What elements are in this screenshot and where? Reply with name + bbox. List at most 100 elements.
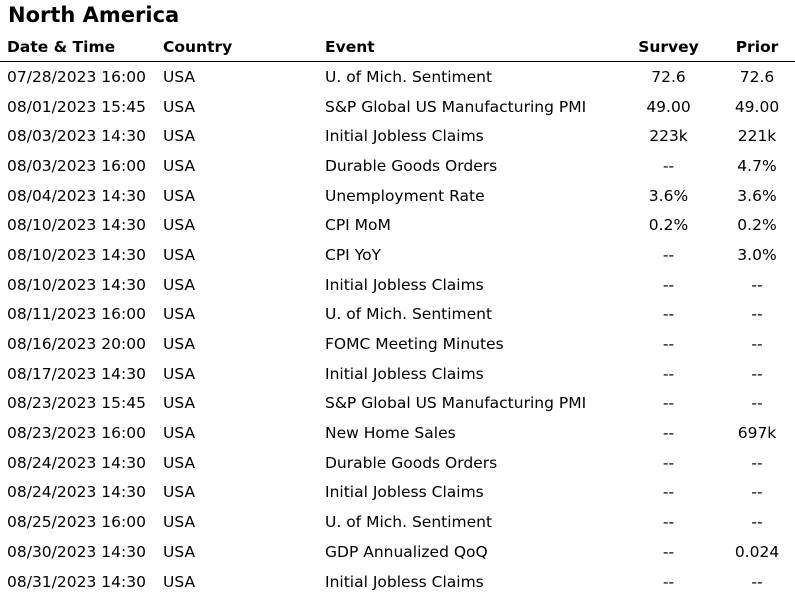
cell-event: S&P Global US Manufacturing PMI xyxy=(325,394,587,413)
table-row: 08/01/2023 15:45 USA S&P Global US Manufac… xyxy=(0,92,795,122)
cell-event: U. of Mich. Sentiment xyxy=(325,513,493,532)
cell-country: USA xyxy=(163,394,196,413)
cell-prior: -- xyxy=(751,335,763,354)
table-row: 08/03/2023 14:30 USA Initial Jobless Claim… xyxy=(0,121,795,151)
table-row: 08/25/2023 16:00 USA U. of Mich. Sentiment… xyxy=(0,507,795,537)
cell-date: 08/10/2023 14:30 xyxy=(7,275,146,294)
cell-event: Durable Goods Orders xyxy=(325,453,498,472)
cell-survey: -- xyxy=(662,483,675,502)
column-header-prior: Prior xyxy=(719,33,795,62)
cell-event: Initial Jobless Claims xyxy=(325,572,484,591)
cell-date: 08/23/2023 16:00 xyxy=(7,424,146,443)
cell-survey: 0.2% xyxy=(648,216,689,235)
column-header-event: Event xyxy=(325,33,618,62)
page-title: North America xyxy=(8,3,180,27)
cell-survey: -- xyxy=(662,275,675,294)
cell-date: 08/10/2023 14:30 xyxy=(7,216,146,235)
cell-country: USA xyxy=(163,67,196,86)
table-header: Date & Time Country Event Survey Prior xyxy=(0,33,795,62)
cell-date: 08/31/2023 14:30 xyxy=(7,572,146,591)
cell-survey: -- xyxy=(662,542,675,561)
cell-country: USA xyxy=(163,542,196,561)
cell-country: USA xyxy=(163,572,196,591)
cell-event: U. of Mich. Sentiment xyxy=(325,305,493,324)
cell-date: 08/17/2023 14:30 xyxy=(7,364,146,383)
cell-country: USA xyxy=(163,156,196,175)
cell-event: New Home Sales xyxy=(325,424,456,443)
economic-calendar-table: Date & Time Country Event Survey Prior 0… xyxy=(0,33,795,596)
table-body: 07/28/2023 16:00 USA U. of Mich. Sentiment… xyxy=(0,62,795,597)
table-row: 08/10/2023 14:30 USA CPI YoY -- 3.0% xyxy=(0,240,795,270)
cell-prior: 697k xyxy=(737,424,777,443)
table-row: 08/30/2023 14:30 USA GDP Annualized QoQ -- 0… xyxy=(0,537,795,567)
cell-event: Durable Goods Orders xyxy=(325,156,498,175)
cell-survey: -- xyxy=(662,305,675,324)
cell-date: 08/03/2023 14:30 xyxy=(7,127,146,146)
cell-event: Unemployment Rate xyxy=(325,186,485,205)
cell-prior: -- xyxy=(751,513,763,532)
cell-prior: 221k xyxy=(737,127,777,146)
cell-survey: -- xyxy=(662,394,675,413)
cell-survey: -- xyxy=(662,335,675,354)
cell-survey: -- xyxy=(662,453,675,472)
cell-country: USA xyxy=(163,305,196,324)
cell-country: USA xyxy=(163,127,196,146)
cell-date: 08/04/2023 14:30 xyxy=(7,186,146,205)
cell-country: USA xyxy=(163,186,196,205)
cell-event: U. of Mich. Sentiment xyxy=(325,67,493,86)
cell-survey: -- xyxy=(662,156,675,175)
cell-prior: -- xyxy=(751,364,763,383)
cell-prior: 4.7% xyxy=(737,156,777,175)
cell-survey: -- xyxy=(662,245,675,264)
cell-date: 08/03/2023 16:00 xyxy=(7,156,146,175)
cell-event: S&P Global US Manufacturing PMI xyxy=(325,97,587,116)
cell-survey: -- xyxy=(662,364,675,383)
cell-prior: -- xyxy=(751,275,763,294)
cell-event: Initial Jobless Claims xyxy=(325,275,484,294)
cell-event: Initial Jobless Claims xyxy=(325,127,484,146)
cell-prior: 49.00 xyxy=(734,97,780,116)
cell-date: 08/01/2023 15:45 xyxy=(7,97,146,116)
cell-survey: -- xyxy=(662,513,675,532)
table-row: 08/03/2023 16:00 USA Durable Goods Orders -… xyxy=(0,151,795,181)
cell-event: CPI MoM xyxy=(325,216,391,235)
table-row: 08/23/2023 15:45 USA S&P Global US Manufac… xyxy=(0,389,795,419)
cell-country: USA xyxy=(163,513,196,532)
cell-date: 08/25/2023 16:00 xyxy=(7,513,146,532)
cell-prior: 3.0% xyxy=(737,245,777,264)
table-row: 08/24/2023 14:30 USA Durable Goods Orders -… xyxy=(0,448,795,478)
column-header-date: Date & Time xyxy=(0,33,163,62)
table-row: 08/16/2023 20:00 USA FOMC Meeting Minutes -… xyxy=(0,329,795,359)
cell-prior: -- xyxy=(751,483,763,502)
cell-prior: -- xyxy=(751,305,763,324)
cell-date: 08/11/2023 16:00 xyxy=(7,305,146,324)
cell-event: GDP Annualized QoQ xyxy=(325,542,488,561)
cell-country: USA xyxy=(163,483,196,502)
table-row: 08/24/2023 14:30 USA Initial Jobless Claim… xyxy=(0,478,795,508)
table-row: 08/11/2023 16:00 USA U. of Mich. Sentiment… xyxy=(0,300,795,330)
cell-prior: 0.024 xyxy=(734,542,780,561)
cell-prior: 0.2% xyxy=(737,216,777,235)
table-row: 08/10/2023 14:30 USA Initial Jobless Claim… xyxy=(0,270,795,300)
cell-country: USA xyxy=(163,275,196,294)
cell-event: FOMC Meeting Minutes xyxy=(325,335,504,354)
cell-date: 08/23/2023 15:45 xyxy=(7,394,146,413)
column-header-survey: Survey xyxy=(618,33,719,62)
table-row: 08/23/2023 16:00 USA New Home Sales -- 697k xyxy=(0,418,795,448)
table-row: 08/31/2023 14:30 USA Initial Jobless Claim… xyxy=(0,567,795,597)
cell-date: 07/28/2023 16:00 xyxy=(7,67,146,86)
cell-date: 08/16/2023 20:00 xyxy=(7,335,146,354)
cell-date: 08/10/2023 14:30 xyxy=(7,245,146,264)
table-row: 07/28/2023 16:00 USA U. of Mich. Sentiment… xyxy=(0,62,795,92)
cell-survey: -- xyxy=(662,572,675,591)
cell-survey: 223k xyxy=(649,127,688,146)
cell-prior: 72.6 xyxy=(739,67,775,86)
cell-survey: 49.00 xyxy=(646,97,691,116)
cell-country: USA xyxy=(163,97,196,116)
cell-country: USA xyxy=(163,335,196,354)
cell-prior: -- xyxy=(751,453,763,472)
cell-event: Initial Jobless Claims xyxy=(325,364,484,383)
cell-prior: -- xyxy=(751,572,763,591)
column-header-country: Country xyxy=(163,33,325,62)
cell-country: USA xyxy=(163,245,196,264)
